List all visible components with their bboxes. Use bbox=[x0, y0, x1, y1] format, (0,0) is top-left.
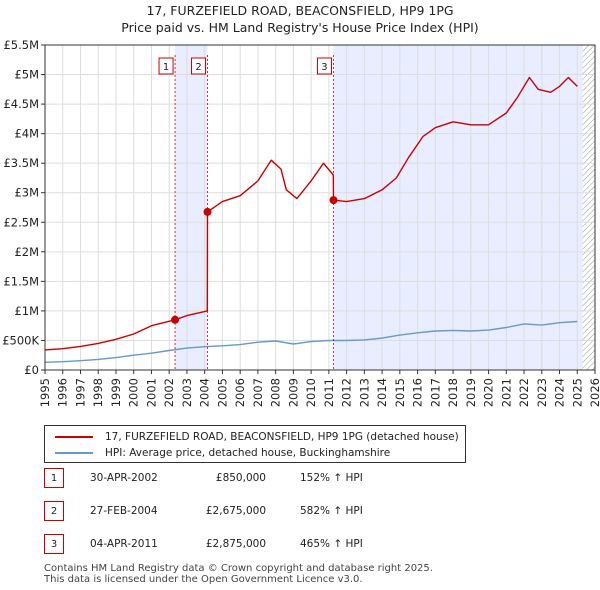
legend-label-property: 17, FURZEFIELD ROAD, BEACONSFIELD, HP9 1… bbox=[105, 431, 459, 443]
y-tick-label: £1M bbox=[14, 304, 39, 318]
marker-box bbox=[316, 57, 332, 75]
x-tick-label: 1997 bbox=[73, 378, 87, 407]
transaction-hpi: 465% ↑ HPI bbox=[300, 538, 363, 550]
footer-licence: This data is licensed under the Open Gov… bbox=[44, 574, 363, 585]
footer: Contains HM Land Registry data © Crown c… bbox=[44, 563, 433, 585]
transaction-row: 2 27-FEB-2004 £2,675,000 582% ↑ HPI bbox=[44, 501, 544, 521]
price-chart: 1 2 3 £0 £500K £1M £1.5M £2M £2.5M £3M £3.5M £4M £4… bbox=[2, 38, 600, 407]
transaction-price: £2,875,000 bbox=[205, 538, 266, 550]
x-tick-label: 2013 bbox=[357, 378, 371, 407]
marker-label: 2 bbox=[195, 62, 201, 73]
transaction-number: 2 bbox=[44, 501, 64, 521]
y-tick-label: £4M bbox=[14, 127, 39, 141]
y-tick-label: £3.5M bbox=[3, 156, 39, 170]
x-tick-label: 2010 bbox=[304, 378, 318, 407]
transaction-hpi: 152% ↑ HPI bbox=[300, 472, 363, 484]
legend-entry-hpi: HPI: Average price, detached house, Buck… bbox=[55, 445, 390, 461]
y-tick-label: £500K bbox=[2, 333, 39, 347]
marker-label: 3 bbox=[321, 62, 327, 73]
x-tick-label: 2003 bbox=[180, 378, 194, 407]
x-tick-label: 2002 bbox=[162, 378, 176, 407]
legend-swatch-hpi bbox=[55, 452, 93, 454]
x-tick-label: 1999 bbox=[109, 378, 123, 407]
chart-title: 17, FURZEFIELD ROAD, BEACONSFIELD, HP9 1… bbox=[146, 3, 454, 18]
shaded-region bbox=[333, 45, 583, 370]
x-tick-label: 1995 bbox=[38, 378, 52, 407]
transaction-date: 27-FEB-2004 bbox=[90, 505, 158, 517]
y-tick-label: £5.5M bbox=[3, 38, 39, 52]
marker-label: 1 bbox=[163, 62, 169, 73]
x-tick-label: 2000 bbox=[127, 378, 141, 407]
sale-point bbox=[171, 315, 180, 324]
y-tick-label: £5M bbox=[14, 68, 39, 82]
x-tick-label: 2004 bbox=[198, 378, 212, 407]
plot-frame bbox=[44, 44, 596, 371]
sale-point bbox=[203, 207, 212, 216]
x-tick-label: 1996 bbox=[56, 378, 70, 407]
x-tick-label: 2001 bbox=[144, 378, 158, 407]
transaction-row: 1 30-APR-2002 £850,000 152% ↑ HPI bbox=[44, 468, 544, 488]
x-tick-label: 2018 bbox=[446, 378, 460, 407]
transaction-date: 04-APR-2011 bbox=[90, 538, 158, 550]
x-tick-label: 2006 bbox=[233, 378, 247, 407]
x-tick-label: 2023 bbox=[535, 378, 549, 407]
x-tick-label: 2015 bbox=[393, 378, 407, 407]
legend-label-hpi: HPI: Average price, detached house, Buck… bbox=[105, 447, 391, 459]
y-tick-label: £0 bbox=[24, 363, 39, 377]
shaded-region bbox=[175, 45, 208, 370]
transaction-hpi: 582% ↑ HPI bbox=[300, 505, 363, 517]
x-tick-label: 2016 bbox=[411, 378, 425, 407]
y-tick-label: £1.5M bbox=[3, 274, 39, 288]
transaction-row: 3 04-APR-2011 £2,875,000 465% ↑ HPI bbox=[44, 534, 544, 554]
x-tick-label: 2017 bbox=[428, 378, 442, 407]
marker-box bbox=[191, 57, 207, 75]
x-tick-label: 2009 bbox=[286, 378, 300, 407]
transaction-number: 1 bbox=[44, 468, 64, 488]
x-tick-label: 2019 bbox=[464, 378, 478, 407]
footer-copyright: Contains HM Land Registry data © Crown c… bbox=[44, 563, 433, 574]
x-tick-label: 2026 bbox=[588, 378, 600, 407]
chart-subtitle: Price paid vs. HM Land Registry's House … bbox=[121, 20, 479, 35]
x-tick-label: 2007 bbox=[251, 378, 265, 407]
hpi-line bbox=[45, 320, 578, 363]
y-tick-label: £2M bbox=[14, 245, 39, 259]
x-tick-label: 2020 bbox=[482, 378, 496, 407]
transaction-price: £2,675,000 bbox=[205, 505, 266, 517]
forecast-hatch bbox=[582, 45, 595, 370]
property-price-line bbox=[45, 76, 578, 351]
legend: 17, FURZEFIELD ROAD, BEACONSFIELD, HP9 1… bbox=[44, 425, 466, 463]
x-tick-label: 2014 bbox=[375, 378, 389, 407]
transaction-price: £850,000 bbox=[215, 472, 266, 484]
y-tick-label: £4.5M bbox=[3, 97, 39, 111]
sale-point bbox=[329, 196, 338, 205]
x-tick-label: 2011 bbox=[322, 378, 336, 407]
x-tick-label: 2012 bbox=[340, 378, 354, 407]
x-tick-label: 2025 bbox=[570, 378, 584, 407]
legend-entry-property: 17, FURZEFIELD ROAD, BEACONSFIELD, HP9 1… bbox=[55, 429, 459, 445]
marker-box bbox=[158, 57, 174, 75]
transaction-date: 30-APR-2002 bbox=[90, 472, 158, 484]
transaction-number: 3 bbox=[44, 534, 64, 554]
y-tick-label: £2.5M bbox=[3, 215, 39, 229]
legend-swatch-property bbox=[55, 436, 93, 438]
x-tick-label: 1998 bbox=[91, 378, 105, 407]
x-tick-label: 2021 bbox=[499, 378, 513, 407]
x-tick-label: 2022 bbox=[517, 378, 531, 407]
y-tick-label: £3M bbox=[14, 186, 39, 200]
x-tick-label: 2024 bbox=[553, 378, 567, 407]
x-tick-label: 2008 bbox=[269, 378, 283, 407]
x-tick-label: 2005 bbox=[215, 378, 229, 407]
